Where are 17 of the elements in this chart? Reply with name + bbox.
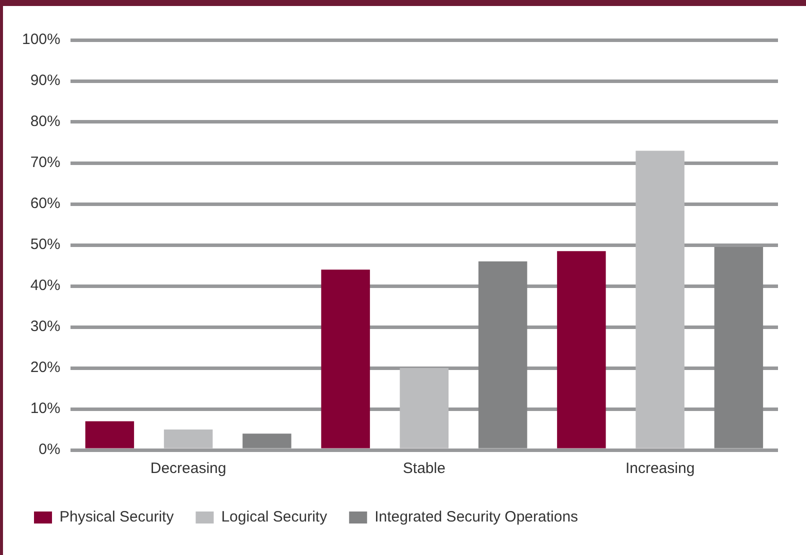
y-tick-label: 80% — [30, 113, 60, 130]
y-tick-label: 0% — [38, 441, 60, 458]
legend-label: Physical Security — [60, 508, 174, 526]
x-tick-label: Stable — [402, 460, 446, 478]
y-tick-label: 40% — [30, 277, 60, 294]
y-tick-label: 60% — [30, 195, 60, 212]
y-tick-label: 90% — [30, 72, 60, 90]
x-tick-label: Decreasing — [150, 460, 226, 478]
y-tick-label: 100% — [22, 31, 60, 48]
y-tick-label: 30% — [30, 318, 60, 336]
y-tick-label: 20% — [30, 359, 60, 376]
x-tick-label: Increasing — [625, 460, 695, 478]
legend-label: Logical Security — [221, 508, 328, 526]
y-tick-label: 50% — [30, 236, 60, 254]
legend-label: Integrated Security Operations — [374, 508, 578, 526]
y-tick-label: 10% — [30, 400, 60, 418]
y-tick-label: 70% — [30, 154, 60, 172]
